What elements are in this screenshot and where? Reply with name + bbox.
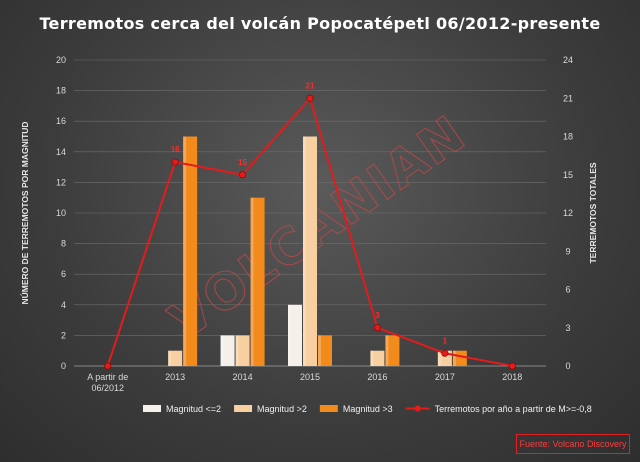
y-tick-label: 4 — [61, 300, 66, 310]
y2-tick-label: 0 — [565, 361, 570, 371]
bar-body — [183, 136, 198, 366]
legend-label: Magnitud >2 — [257, 404, 307, 414]
bar — [183, 136, 198, 366]
y-tick-label: 12 — [56, 177, 66, 187]
bar — [250, 197, 265, 366]
y2-tick-label: 9 — [565, 246, 570, 256]
x-tick-label: 2013 — [165, 372, 185, 382]
bar — [168, 350, 183, 366]
y-tick-label: 10 — [56, 208, 66, 218]
bar-body — [385, 335, 400, 366]
data-label: 16 — [171, 145, 180, 154]
y2-tick-label: 21 — [563, 93, 573, 103]
bar-body — [303, 136, 317, 366]
y2-tick-label: 15 — [563, 170, 573, 180]
bar-body — [220, 335, 235, 366]
bar — [303, 136, 317, 366]
legend-swatch — [319, 405, 338, 412]
bar-highlight — [250, 197, 254, 366]
bar-highlight — [235, 335, 239, 366]
bar-highlight — [452, 350, 456, 366]
watermark: VOLCANIAN — [159, 103, 477, 350]
bar — [452, 350, 467, 366]
legend-item: Terremotos por año a partir de M>=-0,8 — [405, 404, 592, 414]
y-tick-label: 2 — [61, 330, 66, 340]
y2-axis-title: TERREMOTOS TOTALES — [588, 162, 598, 263]
legend-label: Magnitud <=2 — [166, 404, 221, 414]
line-point — [373, 324, 381, 332]
line-point — [104, 362, 112, 370]
data-label: 3 — [375, 311, 380, 320]
y2-tick-label: 18 — [563, 132, 573, 142]
line-point — [306, 94, 314, 102]
x-tick-label: 2015 — [300, 372, 320, 382]
bar-highlight — [303, 136, 306, 366]
data-label: 21 — [306, 81, 315, 90]
line-point — [441, 349, 449, 357]
bar-highlight — [318, 335, 321, 366]
y-tick-label: 16 — [56, 116, 66, 126]
chart-title: Terremotos cerca del volcán Popocatépetl… — [39, 14, 601, 33]
legend-swatch — [143, 405, 161, 412]
legend-item: Magnitud >2 — [234, 404, 307, 414]
legend-marker — [414, 405, 421, 412]
line-point — [239, 171, 247, 179]
x-tick-label: 2017 — [435, 372, 455, 382]
source-note: Fuente: Volcano Discovery — [516, 434, 630, 454]
bar-highlight — [288, 304, 291, 366]
y2-tick-label: 6 — [565, 285, 570, 295]
bar-body — [168, 350, 183, 366]
bar — [385, 335, 400, 366]
data-label: 15 — [238, 158, 247, 167]
legend-item: Magnitud >3 — [319, 404, 393, 414]
bar-highlight — [220, 335, 224, 366]
legend: Magnitud <=2 Magnitud >2 Magnitud >3 Terrem… — [143, 404, 592, 414]
bar — [370, 350, 385, 366]
bar-body — [250, 197, 265, 366]
y-tick-label: 14 — [56, 147, 66, 157]
y-tick-label: 0 — [61, 361, 66, 371]
line-point — [171, 158, 179, 166]
y2-tick-label: 12 — [563, 208, 573, 218]
bar-highlight — [437, 350, 441, 366]
y-tick-label: 18 — [56, 86, 66, 96]
legend-item: Magnitud <=2 — [143, 404, 221, 414]
y-tick-label: 6 — [61, 269, 66, 279]
bar-highlight — [385, 335, 389, 366]
x-tick-label: 2018 — [502, 372, 522, 382]
total-line: 16 15 21 3 1 — [104, 81, 516, 370]
x-tick-label: 2016 — [367, 372, 387, 382]
bar — [235, 335, 250, 366]
watermark-text: VOLCANIAN — [159, 104, 476, 350]
legend-label: Magnitud >3 — [343, 404, 393, 414]
bar-body — [370, 350, 385, 366]
x-tick-label: 2014 — [233, 372, 253, 382]
data-label: 1 — [443, 336, 448, 345]
legend-swatch — [234, 405, 253, 412]
bar — [288, 304, 302, 366]
y2-tick-label: 3 — [565, 323, 570, 333]
y-tick-label: 20 — [56, 55, 66, 65]
bar-body — [318, 335, 332, 366]
bar-highlight — [168, 350, 172, 366]
bar — [318, 335, 332, 366]
legend-label: Terremotos por año a partir de M>=-0,8 — [435, 404, 592, 414]
line-point — [508, 362, 516, 370]
bar-highlight — [370, 350, 374, 366]
bar — [220, 335, 235, 366]
bar-body — [288, 304, 302, 366]
bars — [168, 136, 467, 366]
y-tick-label: 8 — [61, 239, 66, 249]
y2-tick-label: 24 — [563, 55, 573, 65]
y-axis-title: NÚMERO DE TERREMOTOS POR MAGNITUD — [19, 121, 30, 304]
x-tick-label: A partir de 06/2012 — [87, 372, 128, 393]
bar-highlight — [183, 136, 187, 366]
bar-body — [235, 335, 250, 366]
